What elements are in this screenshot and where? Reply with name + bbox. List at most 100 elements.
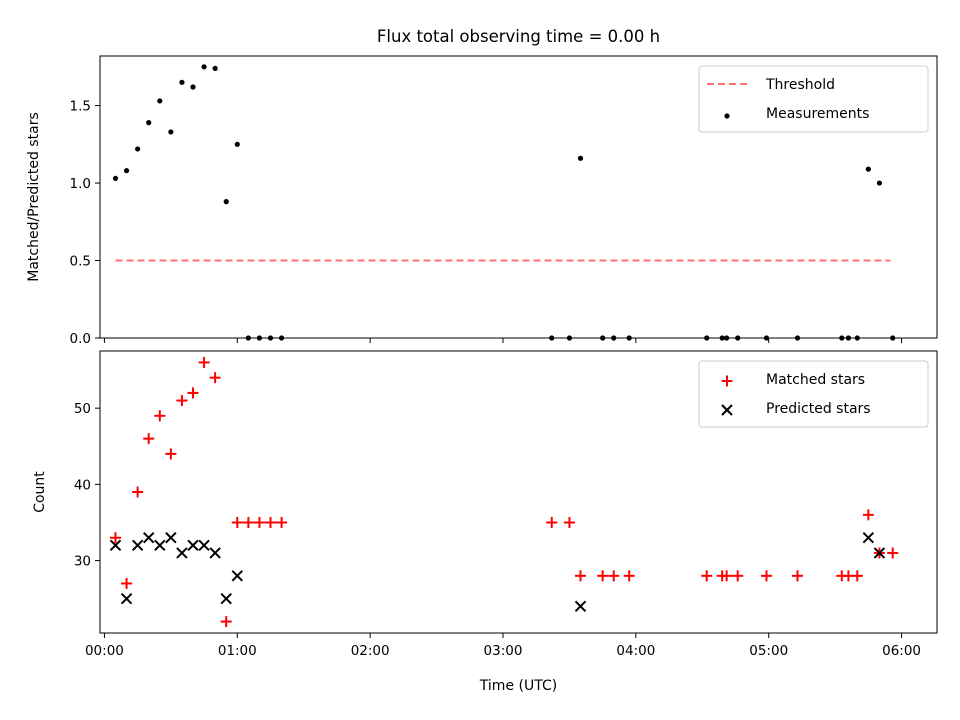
x-tick-label: 02:00 bbox=[351, 643, 390, 659]
matched-point bbox=[701, 570, 713, 582]
legend-swatch bbox=[721, 404, 733, 416]
predicted-point bbox=[198, 539, 210, 552]
matched-point bbox=[187, 387, 199, 399]
measurement-point bbox=[626, 335, 632, 341]
matched-point bbox=[597, 570, 609, 582]
predicted-point bbox=[176, 547, 188, 559]
bottom-panel: 00:00 01:00 02:00 03:00 04:00 05:00 06:00 30 40 5… bbox=[32, 350, 938, 659]
y-tick-label: 30 bbox=[74, 554, 91, 570]
matched-point bbox=[265, 516, 276, 528]
matched-point bbox=[220, 616, 232, 628]
measurement-point bbox=[157, 98, 163, 104]
measurement-point bbox=[223, 199, 229, 205]
predicted-point bbox=[231, 570, 243, 582]
matched-point bbox=[121, 577, 133, 589]
predicted-point bbox=[574, 600, 587, 613]
x-tick-label: 03:00 bbox=[484, 643, 523, 659]
y-axis-label: Count bbox=[32, 471, 48, 513]
y-tick-label: 50 bbox=[74, 401, 91, 417]
matched-point bbox=[110, 532, 121, 544]
legend: Matched stars Predicted stars bbox=[698, 360, 929, 428]
matched-point bbox=[862, 509, 874, 521]
y-tick-label: 0.5 bbox=[70, 254, 91, 270]
matched-point bbox=[546, 516, 558, 528]
matched-point bbox=[276, 516, 288, 528]
legend: Threshold Measurements bbox=[698, 65, 929, 133]
predicted-point bbox=[131, 539, 144, 552]
legend-swatch bbox=[721, 375, 733, 387]
measurement-point bbox=[278, 335, 285, 341]
measurement-point bbox=[845, 335, 852, 341]
measurement-point bbox=[577, 155, 584, 161]
measurement-point bbox=[876, 180, 883, 186]
measurement-point bbox=[794, 335, 801, 341]
matched-point bbox=[732, 570, 744, 582]
matched-point bbox=[154, 410, 166, 422]
measurement-point bbox=[267, 335, 274, 341]
matched-point bbox=[608, 570, 620, 582]
matched-point bbox=[231, 516, 243, 528]
measurement-point bbox=[839, 335, 845, 341]
legend-label: Predicted stars bbox=[766, 401, 871, 417]
matched-point bbox=[165, 448, 177, 460]
series-predicted-stars bbox=[109, 532, 886, 613]
x-tick-label: 01:00 bbox=[218, 643, 257, 659]
measurement-point bbox=[549, 335, 555, 341]
chart-title: Flux total observing time = 0.00 h bbox=[377, 27, 660, 46]
legend-entry: Measurements bbox=[724, 106, 869, 122]
y-tick-label: 1.0 bbox=[70, 176, 91, 192]
matched-point bbox=[176, 395, 188, 407]
predicted-point bbox=[873, 547, 886, 559]
measurement-point bbox=[763, 335, 770, 341]
measurement-point bbox=[735, 335, 741, 341]
matched-point bbox=[792, 570, 803, 582]
measurement-point bbox=[611, 335, 617, 341]
matched-point bbox=[851, 570, 863, 582]
legend-label: Threshold bbox=[765, 77, 835, 93]
x-tick-label: 05:00 bbox=[749, 643, 788, 659]
measurement-point bbox=[600, 335, 606, 341]
measurement-point bbox=[146, 120, 152, 126]
measurement-point bbox=[135, 146, 141, 152]
matched-point bbox=[143, 433, 155, 445]
plot-frame bbox=[99, 55, 938, 339]
matched-point bbox=[575, 570, 586, 582]
series-measurements bbox=[112, 64, 896, 341]
matched-point bbox=[242, 516, 254, 528]
matched-point bbox=[198, 356, 210, 368]
matched-point bbox=[623, 570, 635, 582]
matched-point bbox=[761, 570, 772, 582]
legend-entry: Predicted stars bbox=[721, 401, 871, 417]
predicted-point bbox=[109, 539, 122, 552]
predicted-point bbox=[862, 532, 875, 544]
x-tick-label: 06:00 bbox=[882, 643, 921, 659]
predicted-point bbox=[154, 539, 166, 552]
y-tick-label: 40 bbox=[74, 477, 91, 493]
measurement-point bbox=[865, 166, 871, 172]
measurement-point bbox=[854, 335, 860, 341]
measurement-point bbox=[212, 65, 218, 71]
x-tick-label: 04:00 bbox=[616, 643, 655, 659]
x-axis-label: Time (UTC) bbox=[479, 678, 557, 694]
measurement-point bbox=[566, 335, 573, 341]
predicted-point bbox=[187, 539, 199, 552]
measurement-point bbox=[234, 141, 240, 147]
predicted-point bbox=[120, 592, 133, 605]
measurement-point bbox=[245, 335, 251, 341]
predicted-point bbox=[143, 532, 155, 544]
predicted-point bbox=[220, 592, 232, 605]
measurement-point bbox=[724, 335, 730, 341]
matched-point bbox=[887, 547, 899, 559]
legend-entry: Matched stars bbox=[721, 372, 865, 388]
matched-point bbox=[209, 372, 221, 384]
measurement-point bbox=[719, 335, 725, 341]
matched-point bbox=[132, 486, 144, 498]
measurement-point bbox=[256, 335, 263, 341]
series-matched-stars bbox=[110, 356, 899, 628]
y-tick-label: 0.0 bbox=[70, 331, 91, 347]
legend-box bbox=[698, 360, 929, 428]
matched-point bbox=[253, 516, 265, 528]
y-tick-label: 1.5 bbox=[70, 99, 91, 115]
measurement-point bbox=[179, 79, 185, 85]
legend-entry: Threshold bbox=[707, 77, 835, 93]
